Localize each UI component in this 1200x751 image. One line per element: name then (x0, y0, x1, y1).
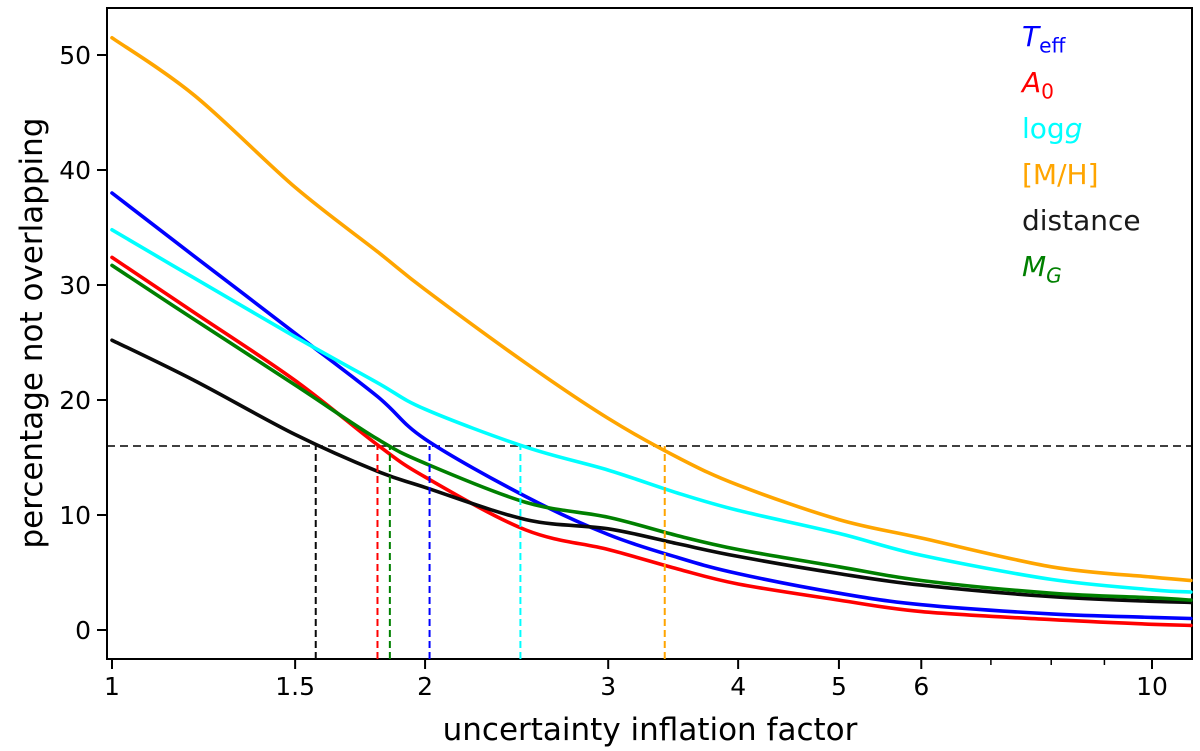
legend: Teff A0 logg [M/H] distance MG (1022, 14, 1141, 290)
legend-item-a0: A0 (1022, 66, 1054, 104)
legend-item-mg: MG (1022, 250, 1062, 288)
plot-border (106, 7, 1193, 660)
curve-logg (110, 228, 1193, 594)
x-tick-label: 4 (730, 672, 746, 701)
legend-item-distance: distance (1022, 204, 1141, 237)
y-tick-label: 50 (59, 41, 91, 70)
legend-item-mh: [M/H] (1022, 158, 1099, 191)
x-tick-label: 2 (417, 672, 433, 701)
y-tick-label: 30 (59, 271, 91, 300)
x-tick-label: 10 (1136, 672, 1168, 701)
y-tick-label: 10 (59, 501, 91, 530)
legend-item-logg: logg (1022, 112, 1083, 145)
x-tick-label: 1.5 (275, 672, 315, 701)
x-tick-label: 5 (831, 672, 847, 701)
curve-mh (110, 36, 1193, 583)
y-tick-label: 0 (75, 616, 91, 645)
x-tick-label: 6 (913, 672, 929, 701)
legend-item-teff: Teff (1022, 20, 1066, 58)
x-axis-label: uncertainty inflation factor (442, 712, 858, 748)
curve-distance (110, 338, 1193, 605)
curve-teff (110, 191, 1193, 621)
y-axis-label: percentage not overlapping (14, 117, 50, 549)
y-tick-label: 20 (59, 386, 91, 415)
y-tick-label: 40 (59, 156, 91, 185)
curve-a0 (110, 255, 1193, 628)
curve-mg (110, 263, 1193, 602)
x-tick-label: 3 (600, 672, 616, 701)
x-tick-label: 1 (104, 672, 120, 701)
